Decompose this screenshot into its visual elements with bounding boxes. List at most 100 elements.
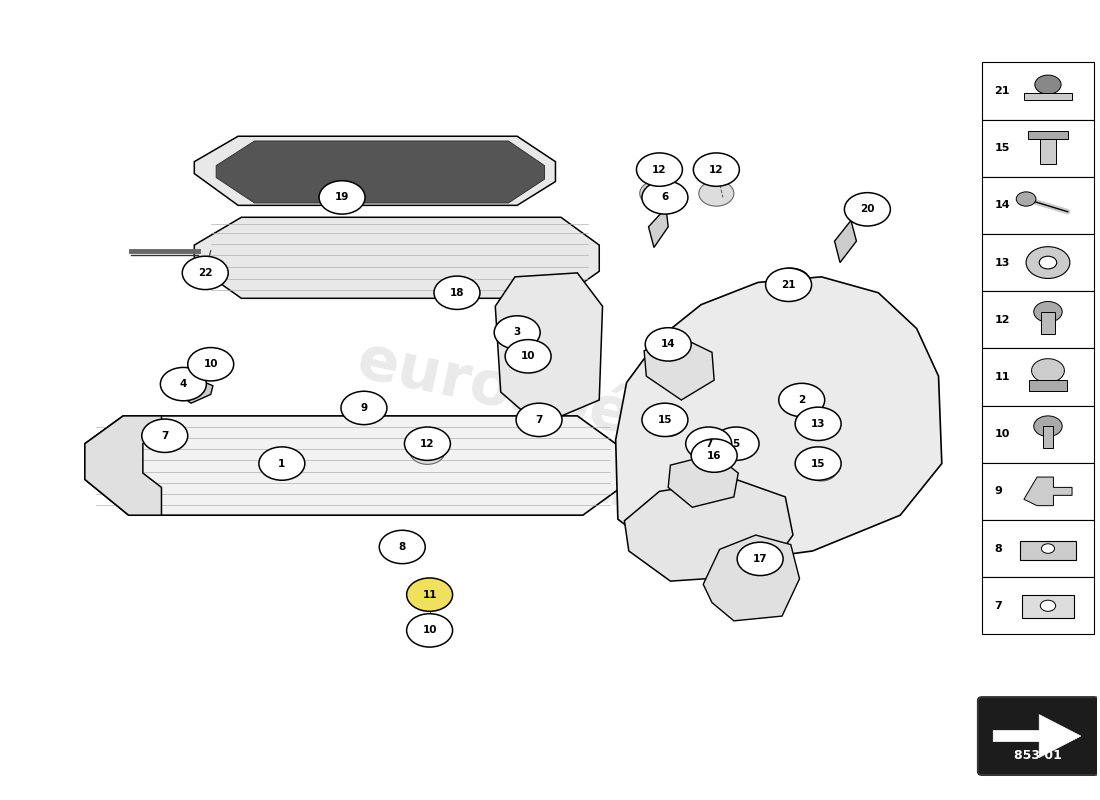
Polygon shape <box>495 273 603 426</box>
Polygon shape <box>1024 477 1072 506</box>
Text: 18: 18 <box>450 288 464 298</box>
Text: 7: 7 <box>536 415 542 425</box>
Text: 15: 15 <box>994 143 1010 153</box>
Bar <box>982 177 1093 234</box>
Polygon shape <box>616 277 942 563</box>
Text: 16: 16 <box>707 450 722 461</box>
Text: 10: 10 <box>521 351 536 362</box>
Circle shape <box>642 403 688 437</box>
Text: 22: 22 <box>198 268 212 278</box>
Circle shape <box>646 328 691 361</box>
Circle shape <box>161 367 207 401</box>
Circle shape <box>1034 302 1063 322</box>
Polygon shape <box>703 535 800 621</box>
Text: 1: 1 <box>278 458 286 469</box>
Bar <box>982 291 1093 348</box>
Circle shape <box>713 427 759 460</box>
Circle shape <box>379 530 426 564</box>
Circle shape <box>1035 75 1062 94</box>
Bar <box>1024 93 1072 101</box>
Polygon shape <box>85 416 622 515</box>
Circle shape <box>737 542 783 575</box>
Circle shape <box>653 414 683 437</box>
Circle shape <box>1041 600 1056 611</box>
Text: 7: 7 <box>161 430 168 441</box>
Circle shape <box>405 427 450 460</box>
Circle shape <box>410 439 444 464</box>
Circle shape <box>407 578 452 611</box>
Circle shape <box>691 439 737 472</box>
Text: 7: 7 <box>705 438 713 449</box>
Text: 12: 12 <box>994 314 1010 325</box>
Text: 13: 13 <box>811 419 825 429</box>
Text: 20: 20 <box>860 204 875 214</box>
Circle shape <box>1026 246 1070 278</box>
Circle shape <box>698 181 734 206</box>
Bar <box>1041 132 1056 164</box>
Bar <box>1030 380 1067 391</box>
Circle shape <box>637 153 682 186</box>
Bar <box>1020 541 1077 560</box>
Circle shape <box>1040 256 1057 269</box>
Text: 853 01: 853 01 <box>1014 750 1063 762</box>
Text: 2: 2 <box>799 395 805 405</box>
Polygon shape <box>625 479 793 581</box>
Text: 3: 3 <box>514 327 520 338</box>
Text: 12: 12 <box>652 165 667 174</box>
Bar <box>982 577 1093 634</box>
Bar <box>1043 426 1054 449</box>
Polygon shape <box>85 416 162 515</box>
Text: 8: 8 <box>398 542 406 552</box>
Polygon shape <box>217 141 544 203</box>
Circle shape <box>319 181 365 214</box>
Text: 4: 4 <box>179 379 187 389</box>
Bar <box>982 62 1093 119</box>
Circle shape <box>142 419 188 453</box>
Text: 21: 21 <box>781 280 795 290</box>
Text: 15: 15 <box>811 458 825 469</box>
Polygon shape <box>176 379 213 403</box>
Circle shape <box>640 181 674 206</box>
Bar <box>982 462 1093 520</box>
Bar <box>982 348 1093 406</box>
Circle shape <box>407 614 452 647</box>
Circle shape <box>685 427 732 460</box>
Circle shape <box>1042 544 1055 554</box>
Polygon shape <box>649 208 668 247</box>
Text: 11: 11 <box>994 372 1010 382</box>
Text: a passion for parts since 1985: a passion for parts since 1985 <box>317 423 739 535</box>
Circle shape <box>795 447 842 480</box>
Polygon shape <box>993 714 1081 758</box>
Circle shape <box>188 347 233 381</box>
Circle shape <box>1016 192 1036 206</box>
Text: 12: 12 <box>420 438 434 449</box>
Text: 7: 7 <box>994 601 1002 610</box>
Bar <box>1028 130 1068 138</box>
Text: 10: 10 <box>994 429 1010 439</box>
Text: 5: 5 <box>733 438 739 449</box>
Text: 21: 21 <box>994 86 1010 96</box>
Text: eurospéces: eurospéces <box>352 329 748 471</box>
Circle shape <box>258 447 305 480</box>
Circle shape <box>771 268 811 297</box>
Bar <box>982 520 1093 577</box>
Bar <box>982 406 1093 462</box>
Polygon shape <box>195 136 556 206</box>
Circle shape <box>806 458 837 481</box>
Circle shape <box>845 193 890 226</box>
Text: 13: 13 <box>994 258 1010 267</box>
Text: 19: 19 <box>334 193 349 202</box>
Circle shape <box>494 316 540 349</box>
Circle shape <box>516 403 562 437</box>
Text: 8: 8 <box>994 543 1002 554</box>
Text: 11: 11 <box>422 590 437 600</box>
Text: 12: 12 <box>710 165 724 174</box>
Circle shape <box>779 383 825 417</box>
Text: 9: 9 <box>994 486 1002 496</box>
Circle shape <box>1034 416 1063 437</box>
Text: 14: 14 <box>661 339 675 350</box>
Text: 17: 17 <box>752 554 768 564</box>
Polygon shape <box>835 221 857 262</box>
Circle shape <box>1032 358 1065 382</box>
Polygon shape <box>668 454 738 507</box>
